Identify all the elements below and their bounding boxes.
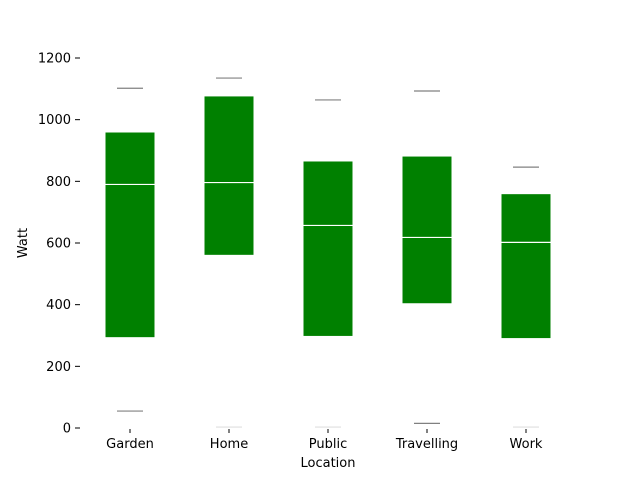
box-group-garden bbox=[104, 87, 156, 412]
box-iqr bbox=[302, 160, 354, 337]
y-tick-label: 400 bbox=[46, 298, 71, 313]
y-tick-label: 0 bbox=[63, 422, 71, 437]
box-group-travelling bbox=[401, 90, 453, 424]
x-tick-label: Home bbox=[210, 437, 248, 452]
x-axis: Garden Home Public Travelling Work bbox=[106, 429, 543, 452]
x-tick-label: Work bbox=[510, 437, 543, 452]
y-tick-label: 800 bbox=[46, 175, 71, 190]
y-axis-label: Watt bbox=[16, 228, 31, 258]
y-tick-label: 1200 bbox=[38, 52, 71, 67]
box-iqr bbox=[401, 155, 453, 305]
y-tick-label: 1000 bbox=[38, 113, 71, 128]
box-iqr bbox=[500, 193, 552, 340]
box-group-work bbox=[500, 166, 552, 428]
x-tick-label: Garden bbox=[106, 437, 154, 452]
box-iqr bbox=[203, 95, 255, 256]
x-tick-label: Public bbox=[309, 437, 347, 452]
box-group-public bbox=[302, 99, 354, 428]
box-iqr bbox=[104, 131, 156, 339]
y-tick-label: 200 bbox=[46, 360, 71, 375]
x-axis-label: Location bbox=[301, 456, 356, 471]
x-tick-label: Travelling bbox=[395, 437, 458, 452]
y-tick-label: 600 bbox=[46, 237, 71, 252]
box-series bbox=[104, 77, 552, 428]
y-axis: 0 200 400 600 800 1000 1200 bbox=[38, 52, 80, 437]
box-group-home bbox=[203, 77, 255, 428]
